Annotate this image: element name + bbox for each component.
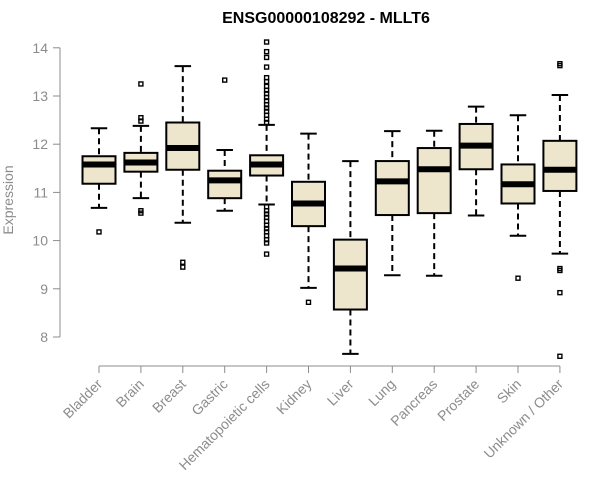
- outlier-point: [263, 119, 270, 126]
- y-tick-label: 10: [32, 233, 48, 249]
- y-axis: 8 9 10 11 12 13 14: [32, 40, 61, 345]
- x-tick-label: Skin: [494, 376, 525, 407]
- iqr-box: [416, 147, 452, 215]
- outlier-point: [138, 118, 144, 124]
- outlier-point: [263, 64, 270, 70]
- box-group: [500, 114, 536, 281]
- iqr-box: [332, 238, 368, 311]
- box-group: [165, 65, 201, 270]
- box-group: [332, 160, 368, 355]
- outlier-point: [221, 77, 228, 83]
- x-tick-label: Prostate: [434, 376, 482, 424]
- iqr-box: [207, 169, 243, 200]
- y-tick-label: 11: [33, 184, 48, 200]
- y-axis-title: Expression: [0, 165, 16, 234]
- box-group: [123, 81, 159, 216]
- outlier-point: [263, 54, 270, 61]
- box-group: [291, 132, 326, 305]
- outlier-point: [138, 81, 144, 87]
- x-tick-label: Breast: [149, 376, 189, 416]
- y-tick-label: 13: [32, 88, 48, 104]
- outlier-point: [263, 39, 270, 45]
- outlier-point: [180, 264, 186, 270]
- x-tick-label: Kidney: [273, 376, 315, 418]
- outlier-point: [557, 267, 563, 274]
- outlier-point: [557, 353, 563, 359]
- x-tick-label: Bladder: [60, 376, 106, 422]
- box-group: [458, 105, 494, 217]
- box-group: [249, 39, 285, 257]
- x-tick-label: Brain: [113, 376, 147, 410]
- x-tick-label: Liver: [324, 376, 357, 409]
- x-tick-label: Lung: [365, 376, 398, 409]
- box-group: [542, 61, 578, 359]
- outlier-point: [263, 251, 270, 257]
- outlier-point: [515, 275, 521, 281]
- y-tick-label: 9: [40, 281, 48, 297]
- y-tick-label: 8: [40, 329, 48, 345]
- outlier-point: [263, 78, 270, 85]
- iqr-box: [81, 155, 117, 185]
- boxes-layer: [81, 39, 578, 359]
- outlier-point: [557, 62, 563, 69]
- x-tick-label: Unknown / Other: [480, 376, 566, 462]
- outlier-point: [557, 289, 563, 296]
- outlier-point: [305, 299, 312, 305]
- outlier-point: [263, 240, 270, 246]
- chart-title: ENSG00000108292 - MLLT6: [222, 10, 430, 27]
- box-group: [207, 77, 243, 212]
- x-tick-label: Pancreas: [387, 376, 440, 429]
- box-group: [374, 130, 410, 277]
- outlier-point: [180, 259, 186, 265]
- iqr-box: [542, 139, 578, 192]
- outlier-point: [138, 210, 144, 216]
- box-group: [81, 127, 117, 235]
- iqr-box: [374, 160, 410, 217]
- outlier-point: [263, 48, 270, 55]
- outlier-point: [96, 229, 102, 235]
- y-tick-label: 12: [32, 136, 48, 152]
- y-tick-label: 14: [32, 40, 48, 56]
- box-group: [416, 129, 452, 277]
